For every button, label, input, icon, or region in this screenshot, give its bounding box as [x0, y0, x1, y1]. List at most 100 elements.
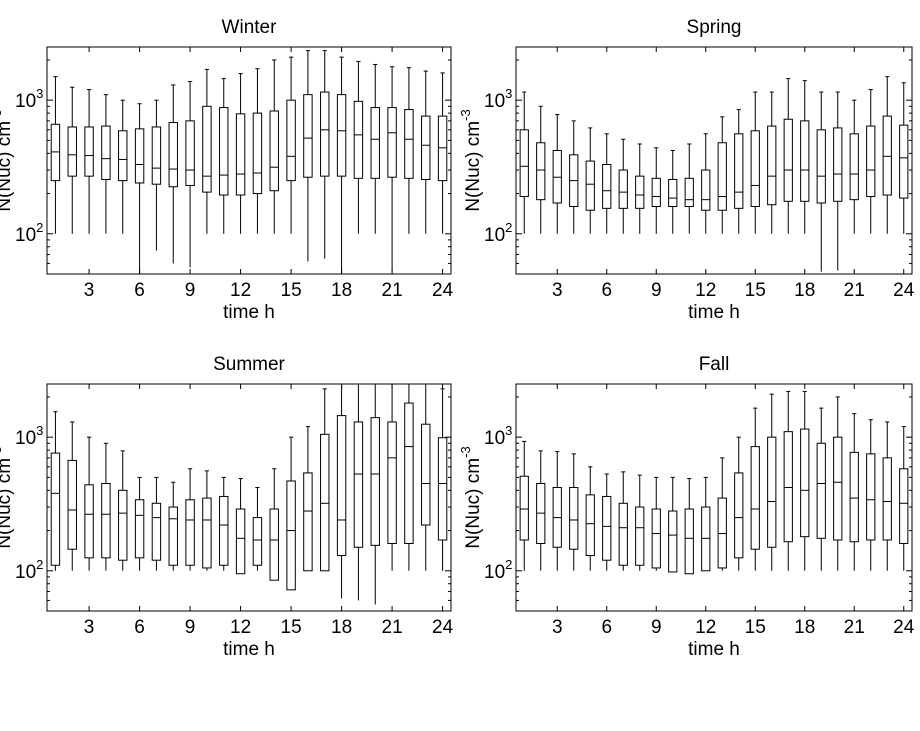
iqr-box	[101, 125, 111, 180]
iqr-box	[336, 94, 347, 177]
x-axis-label: time h	[688, 302, 740, 323]
iqr-box	[767, 436, 777, 548]
box-hour-2	[67, 86, 77, 234]
x-tick-label: 18	[794, 617, 815, 638]
iqr-box	[370, 107, 380, 179]
iqr-box	[151, 126, 162, 185]
iqr-box	[134, 499, 145, 559]
x-tick-label: 6	[134, 280, 145, 301]
box-hour-15	[750, 91, 760, 234]
iqr-box	[252, 112, 263, 195]
box-hour-6	[134, 476, 145, 571]
iqr-box	[668, 178, 678, 208]
box-hour-3	[552, 114, 562, 234]
iqr-box	[202, 497, 212, 569]
panel-title: Fall	[699, 354, 730, 375]
box-hour-4	[569, 120, 579, 234]
box-hour-24	[437, 72, 448, 234]
iqr-box	[118, 130, 128, 182]
axes-frame	[46, 46, 452, 275]
box-hour-1	[519, 440, 529, 571]
box-hour-23	[882, 76, 892, 234]
iqr-box	[404, 109, 414, 179]
iqr-box	[353, 100, 364, 179]
iqr-box	[750, 130, 760, 208]
iqr-box	[437, 437, 448, 541]
iqr-box	[651, 177, 661, 208]
x-tick-label: 6	[134, 617, 145, 638]
iqr-box	[269, 110, 279, 192]
x-tick-label: 3	[84, 280, 95, 301]
iqr-box	[67, 459, 77, 550]
y-tick-label: 102	[15, 557, 43, 583]
iqr-box	[303, 94, 313, 178]
iqr-box	[50, 123, 61, 182]
box-hour-11	[684, 143, 694, 234]
iqr-box	[684, 508, 694, 575]
iqr-box	[701, 506, 711, 572]
iqr-box	[101, 483, 111, 559]
box-hour-21	[387, 66, 397, 272]
iqr-box	[320, 91, 330, 177]
box-hour-13	[252, 487, 263, 571]
box-hour-14	[734, 436, 744, 571]
iqr-box	[168, 506, 178, 566]
box-hour-22	[404, 383, 414, 571]
y-tick-label: 103	[15, 423, 43, 449]
iqr-box	[437, 115, 448, 182]
x-tick-label: 15	[745, 617, 766, 638]
x-tick-label: 6	[601, 617, 612, 638]
x-tick-label: 21	[382, 280, 403, 301]
box-hour-1	[50, 76, 61, 234]
y-tick-label: 103	[15, 86, 43, 112]
iqr-box	[303, 472, 313, 572]
x-tick-label: 12	[230, 617, 251, 638]
x-tick-label: 24	[893, 280, 915, 301]
box-hour-17	[783, 78, 793, 234]
box-hour-7	[618, 138, 628, 234]
box-hour-15	[286, 56, 296, 234]
box-hour-1	[50, 411, 61, 571]
box-hour-22	[866, 419, 876, 571]
iqr-box	[134, 128, 145, 184]
box-hour-17	[320, 50, 330, 259]
x-tick-label: 9	[651, 280, 662, 301]
box-hour-5	[118, 99, 128, 234]
panel-title: Winter	[222, 17, 278, 38]
iqr-box	[269, 508, 279, 581]
box-hour-2	[536, 450, 546, 571]
x-tick-label: 3	[552, 617, 563, 638]
box-hour-4	[101, 442, 111, 571]
box-hour-12	[235, 478, 246, 575]
iqr-box	[168, 122, 178, 188]
box-hour-14	[269, 468, 279, 581]
panel-title: Spring	[687, 17, 742, 38]
iqr-box	[618, 502, 628, 566]
x-tick-label: 6	[601, 280, 612, 301]
iqr-box	[651, 508, 661, 569]
box-hour-18	[800, 80, 810, 234]
y-tick-label: 102	[15, 220, 43, 246]
panel-summer: 102 103 3 6 9 12 15 18 21 24 Summer time h N(Nuc) cm…	[0, 354, 454, 660]
box-hour-23	[421, 383, 431, 571]
x-tick-label: 12	[695, 280, 716, 301]
box-hour-12	[701, 133, 711, 234]
box-hour-24	[899, 82, 909, 234]
x-tick-label: 18	[331, 280, 352, 301]
box-hour-7	[151, 476, 162, 571]
iqr-box	[783, 431, 793, 543]
box-hour-17	[320, 388, 330, 572]
x-tick-label: 24	[432, 280, 454, 301]
box-hour-21	[849, 99, 859, 234]
box-hour-24	[899, 426, 909, 571]
x-tick-label: 9	[185, 280, 196, 301]
x-tick-label: 12	[230, 280, 251, 301]
iqr-box	[717, 497, 727, 569]
box-hour-12	[701, 476, 711, 572]
box-hour-19	[353, 383, 364, 601]
axes-frame	[515, 46, 913, 275]
box-hour-3	[84, 89, 94, 234]
box-hour-13	[717, 116, 727, 234]
x-tick-label: 21	[844, 280, 865, 301]
